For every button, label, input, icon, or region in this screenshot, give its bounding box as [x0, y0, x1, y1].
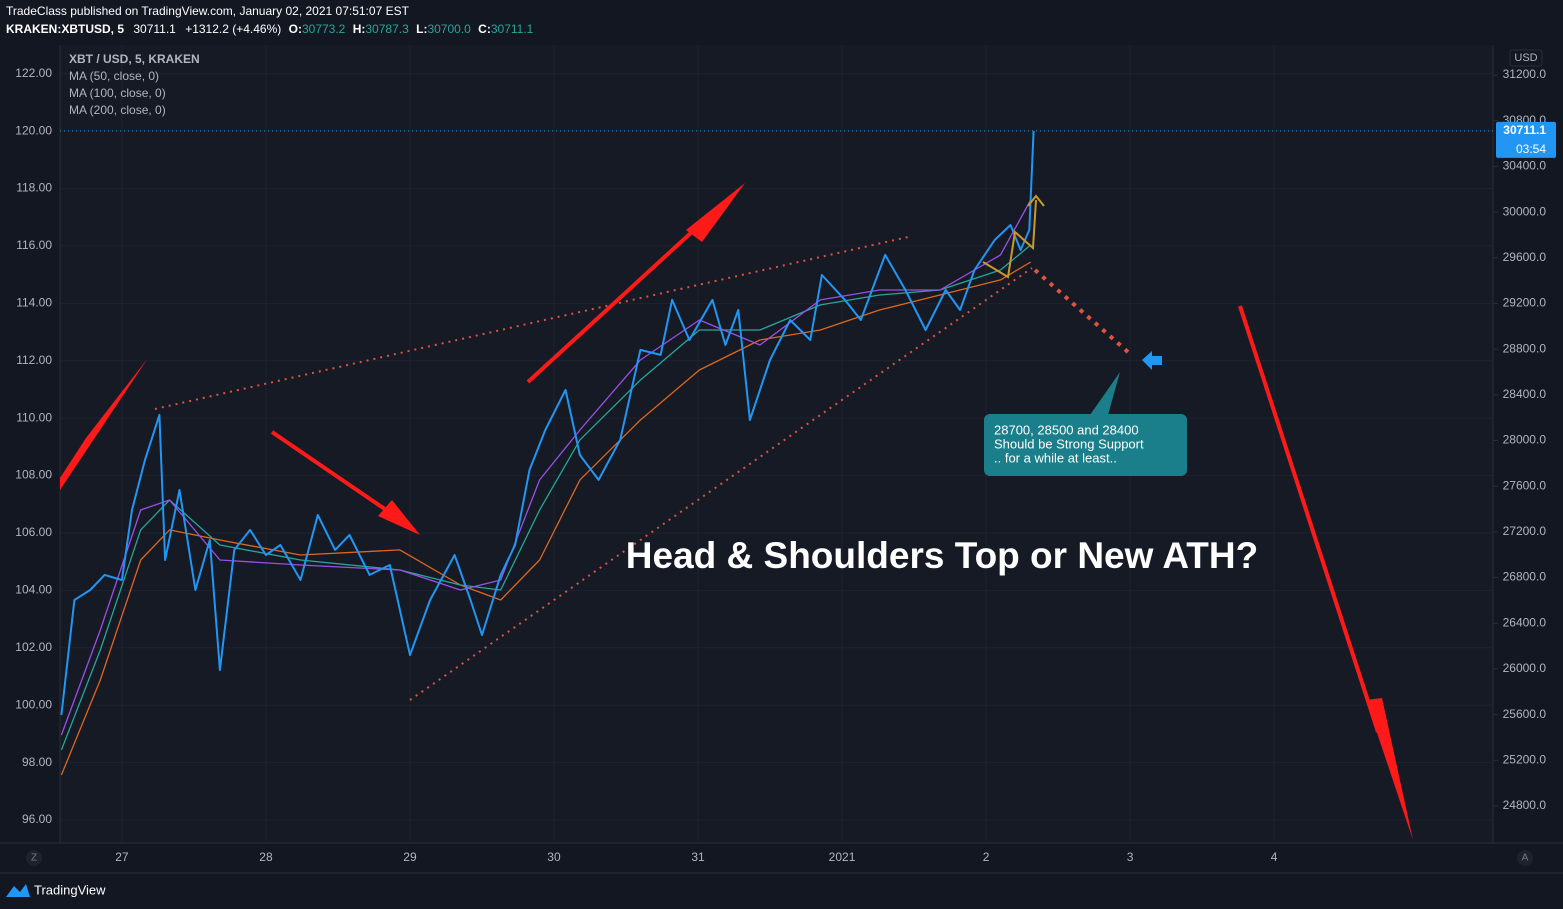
y2-tick-label: 24800.0	[1503, 798, 1547, 812]
trendline	[154, 236, 909, 410]
red-arrow	[526, 218, 707, 384]
y2-tick-label: 28000.0	[1503, 433, 1547, 447]
low: 30700.0	[427, 22, 471, 36]
y-tick-label: 122.00	[15, 66, 52, 80]
x-tick-label: 31	[691, 850, 705, 864]
y2-tick-label: 27200.0	[1503, 524, 1547, 538]
x-tick-label: 29	[403, 850, 417, 864]
y2-tick-label: 29600.0	[1503, 250, 1547, 264]
legend-entry: MA (200, close, 0)	[69, 103, 166, 117]
headline: Head & Shoulders Top or New ATH?	[626, 535, 1258, 576]
callout-box	[984, 414, 1187, 476]
y2-tick-label: 27600.0	[1503, 478, 1547, 492]
series-line	[60, 261, 1032, 776]
x-tick-label: 3	[1127, 850, 1134, 864]
ohlc-line: KRAKEN:XBTUSD, 5 30711.1 +1312.2 (+4.46%…	[6, 22, 534, 36]
open-label: O:	[289, 22, 302, 36]
projection-head	[1027, 194, 1045, 207]
last-price-label: 30711.1	[1503, 123, 1546, 137]
y2-tick-label: 30400.0	[1503, 159, 1547, 173]
y-tick-label: 100.00	[15, 697, 52, 711]
y2-tick-label: 26000.0	[1503, 661, 1547, 675]
red-arrow-head	[686, 183, 745, 242]
symbol: KRAKEN:XBTUSD, 5	[6, 22, 124, 36]
y-tick-label: 112.00	[16, 353, 52, 367]
y2-tick-label: 25200.0	[1503, 752, 1547, 766]
y-tick-label: 96.00	[22, 812, 52, 826]
red-arrow-head	[378, 500, 420, 535]
currency-box	[1509, 49, 1543, 67]
y-tick-label: 108.00	[15, 468, 52, 482]
red-arrow	[1238, 305, 1380, 733]
x-tick-label: 2021	[829, 850, 856, 864]
close-label: C:	[478, 22, 491, 36]
brand-logo	[6, 884, 30, 897]
y-tick-label: 102.00	[15, 640, 52, 654]
y-tick-label: 118.00	[16, 181, 52, 195]
y-tick-label: 120.00	[15, 123, 52, 137]
auto-button-label[interactable]: A	[1522, 853, 1529, 864]
red-arrow-head	[1366, 698, 1413, 840]
x-tick-label: 27	[115, 850, 129, 864]
x-tick-label: 4	[1271, 850, 1278, 864]
x-tick-label: 30	[547, 850, 561, 864]
y-tick-label: 110.00	[16, 410, 52, 424]
x-tick-label: 2	[983, 850, 990, 864]
trendline	[409, 267, 1033, 701]
change: +1312.2 (+4.46%)	[185, 22, 281, 36]
drawings: 28700, 28500 and 28400 Should be Strong …	[60, 183, 1413, 840]
y-tick-label: 106.00	[15, 525, 52, 539]
low-label: L:	[416, 22, 427, 36]
plot-area	[60, 45, 1493, 843]
y-tick-label: 116.00	[16, 238, 52, 252]
currency: USD	[1514, 52, 1537, 64]
projection-zigzag	[982, 199, 1037, 279]
series-line	[60, 199, 1032, 736]
y2-tick-label: 26800.0	[1503, 570, 1547, 584]
legend-entry: MA (100, close, 0)	[69, 86, 166, 100]
y-tick-label: 104.00	[15, 583, 52, 597]
y2-tick-label: 31200.0	[1503, 67, 1547, 81]
open: 30773.2	[302, 22, 346, 36]
y2-tick-label: 30000.0	[1503, 204, 1547, 218]
y2-tick-label: 26400.0	[1503, 615, 1547, 629]
legend-entry: MA (50, close, 0)	[69, 69, 159, 83]
countdown: 03:54	[1516, 142, 1546, 156]
red-arrow	[270, 430, 397, 518]
callout-text: .. for a while at least..	[994, 450, 1117, 465]
series-group	[60, 130, 1035, 776]
last: 30711.1	[133, 22, 176, 36]
projection-line	[1033, 268, 1130, 354]
y2-tick-label: 28800.0	[1503, 341, 1547, 355]
brand: TradingView	[34, 882, 106, 897]
high: 30787.3	[365, 22, 409, 36]
callout-pointer	[1090, 372, 1120, 415]
high-label: H:	[353, 22, 366, 36]
close: 30711.1	[491, 22, 534, 36]
blue-arrow	[1142, 351, 1162, 370]
y2-tick-label: 29200.0	[1503, 296, 1547, 310]
last-price-box	[1496, 121, 1556, 158]
publisher: TradeClass published on TradingView.com,…	[6, 4, 410, 18]
y2-tick-label: 25600.0	[1503, 707, 1547, 721]
x-tick-label: 28	[259, 850, 273, 864]
y-tick-label: 98.00	[22, 755, 52, 769]
callout-text: Should be Strong Support	[994, 436, 1144, 451]
legend: XBT / USD, 5, KRAKEN MA (50, close, 0) MA …	[69, 52, 200, 117]
auto-button[interactable]	[1517, 850, 1533, 866]
grid	[60, 45, 1493, 843]
series-line	[60, 130, 1035, 716]
scale-button-label[interactable]: Z	[31, 853, 37, 864]
y-tick-label: 114.00	[16, 296, 52, 310]
callout-text: 28700, 28500 and 28400	[994, 422, 1139, 437]
scale-button[interactable]	[26, 850, 42, 866]
red-arrow	[60, 358, 148, 490]
y2-tick-label: 28400.0	[1503, 387, 1547, 401]
legend-entry: XBT / USD, 5, KRAKEN	[69, 52, 200, 66]
